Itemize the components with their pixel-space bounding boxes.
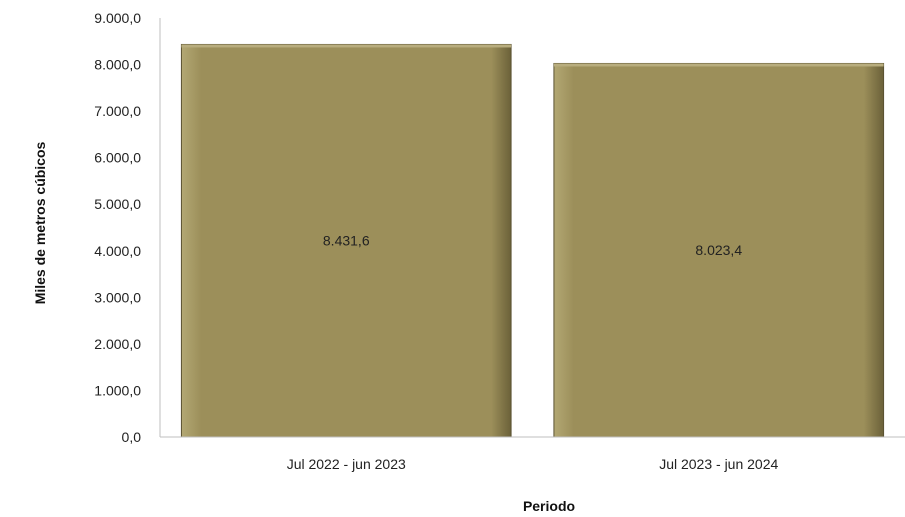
y-tick-label: 9.000,0 — [94, 10, 141, 26]
y-axis-ticks: 0,0 1.000,0 2.000,0 3.000,0 4.000,0 5.000,0 6.… — [94, 10, 141, 445]
y-axis-title: Miles de metros cúbicos — [32, 141, 48, 304]
bar-top-highlight — [553, 63, 884, 67]
axes — [159, 18, 905, 438]
y-tick-label: 5.000,0 — [94, 196, 141, 212]
bar — [180, 43, 512, 438]
y-tick-label: 8.000,0 — [94, 57, 141, 73]
bars: 8.431,6 8.023,4 — [180, 43, 885, 438]
bar — [553, 62, 885, 438]
x-axis-title: Periodo — [523, 498, 575, 514]
y-tick-label: 2.000,0 — [94, 336, 141, 352]
x-axis-labels: Jul 2022 - jun 2023 Jul 2023 - jun 2024 — [287, 456, 779, 472]
y-tick-label: 0,0 — [122, 429, 142, 445]
y-tick-label: 4.000,0 — [94, 243, 141, 259]
bar-top-highlight — [181, 44, 512, 48]
x-tick-label: Jul 2023 - jun 2024 — [659, 456, 778, 472]
y-tick-label: 3.000,0 — [94, 289, 141, 305]
bar-value-label: 8.023,4 — [695, 242, 742, 258]
bar-value-label: 8.431,6 — [323, 233, 370, 249]
y-tick-label: 6.000,0 — [94, 150, 141, 166]
y-tick-label: 1.000,0 — [94, 382, 141, 398]
y-tick-label: 7.000,0 — [94, 103, 141, 119]
x-tick-label: Jul 2022 - jun 2023 — [287, 456, 406, 472]
